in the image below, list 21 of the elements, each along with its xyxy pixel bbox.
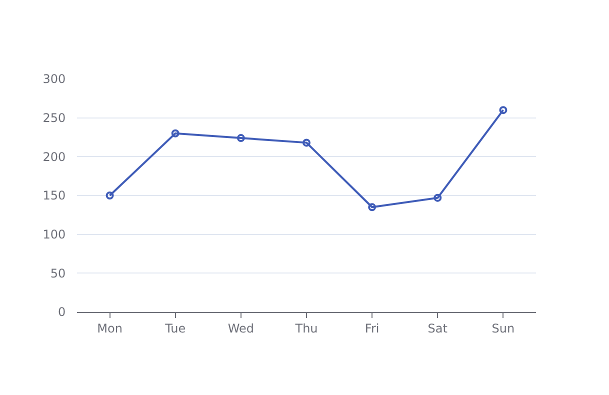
y-tick-label: 300 (42, 72, 66, 86)
point (499, 106, 508, 114)
point (368, 203, 376, 212)
y-tick-label: 250 (42, 111, 66, 126)
x-tick-label: Thu (294, 321, 318, 336)
point (106, 192, 114, 200)
point (236, 134, 245, 142)
y-tick-label: 50 (50, 266, 66, 280)
point (434, 194, 442, 202)
point (302, 138, 310, 147)
y-tick-label: 200 (42, 150, 66, 164)
y-tick-label: 0 (58, 305, 66, 320)
x-tick-label: Sun (492, 321, 515, 336)
x-tick-label: Fri (364, 321, 380, 336)
y-tick-label: 150 (42, 188, 66, 203)
x-tick-label: Mon (97, 321, 122, 336)
x-tick-label: Sat (428, 321, 448, 336)
y-tick-label: 100 (42, 228, 66, 242)
x-tick-label: Tue (164, 321, 186, 336)
point (171, 129, 180, 138)
x-tick-label: Wed (228, 321, 254, 336)
